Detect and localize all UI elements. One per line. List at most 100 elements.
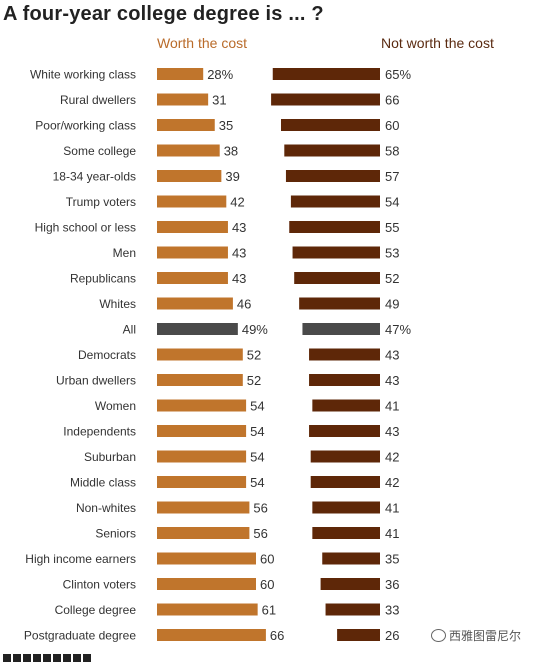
nbc-news-logo [3, 654, 113, 662]
bar-worth-seniors [157, 527, 250, 539]
bar-worth-republicans [157, 272, 228, 284]
category-label-men: Men [113, 246, 136, 260]
bar-not-worth-seniors [312, 527, 380, 539]
bar-not-worth-men [292, 246, 380, 259]
bar-worth-postgraduate-degree [157, 629, 266, 641]
bar-not-worth-trump-voters [290, 195, 380, 208]
bar-not-worth-high-school-or-less [289, 221, 380, 233]
watermark: 西雅图雷尼尔 [428, 626, 525, 645]
wechat-icon [431, 629, 446, 642]
bar-worth-high-income-earners [157, 552, 256, 565]
category-label-some-college: Some college [63, 144, 136, 158]
value-not-worth-men: 53 [385, 246, 399, 261]
bar-not-worth-18-34-year-olds [285, 170, 380, 182]
bar-worth-trump-voters [157, 195, 227, 208]
value-worth-clinton-voters: 60 [260, 577, 274, 592]
value-worth-white-working-class: 28% [207, 67, 233, 82]
bar-not-worth-clinton-voters [320, 578, 380, 590]
value-not-worth-seniors: 41 [385, 526, 399, 541]
value-not-worth-high-school-or-less: 55 [385, 220, 399, 235]
category-label-all: All [123, 323, 136, 337]
value-not-worth-some-college: 58 [385, 144, 399, 159]
bar-worth-urban-dwellers [157, 374, 243, 386]
bar-not-worth-poor-working-class [281, 119, 380, 131]
value-not-worth-18-34-year-olds: 57 [385, 169, 399, 184]
category-label-18-34-year-olds: 18-34 year-olds [53, 170, 136, 184]
value-worth-18-34-year-olds: 39 [225, 169, 239, 184]
category-label-urban-dwellers: Urban dwellers [56, 374, 136, 388]
bar-worth-poor-working-class [157, 119, 215, 131]
bar-not-worth-white-working-class [272, 68, 380, 80]
value-worth-postgraduate-degree: 66 [270, 628, 284, 643]
value-not-worth-white-working-class: 65% [385, 67, 411, 82]
category-label-whites: Whites [99, 297, 136, 311]
bar-worth-whites [157, 297, 233, 310]
bar-not-worth-some-college [284, 144, 380, 157]
bar-worth-college-degree [157, 603, 258, 616]
value-worth-high-school-or-less: 43 [232, 220, 246, 235]
category-label-white-working-class: White working class [30, 68, 136, 82]
bar-worth-18-34-year-olds [157, 170, 222, 182]
bar-not-worth-college-degree [325, 603, 380, 616]
category-label-republicans: Republicans [70, 272, 136, 286]
value-not-worth-all: 47% [385, 322, 411, 337]
value-not-worth-high-income-earners: 35 [385, 552, 399, 567]
category-label-college-degree: College degree [55, 603, 137, 617]
bar-worth-democrats [157, 348, 243, 361]
watermark-text: 西雅图雷尼尔 [449, 629, 522, 643]
value-not-worth-non-whites: 41 [385, 501, 399, 516]
bar-worth-high-school-or-less [157, 221, 228, 233]
bar-worth-white-working-class [157, 68, 204, 80]
category-label-suburban: Suburban [84, 450, 136, 464]
bar-not-worth-urban-dwellers [309, 374, 380, 386]
category-label-middle-class: Middle class [70, 476, 136, 490]
bar-not-worth-rural-dwellers [271, 93, 380, 106]
chart-title: A four-year college degree is ... ? [3, 3, 324, 25]
value-worth-republicans: 43 [232, 271, 246, 286]
bar-not-worth-middle-class [310, 476, 380, 488]
value-not-worth-middle-class: 42 [385, 475, 399, 490]
value-worth-independents: 54 [250, 424, 264, 439]
category-label-clinton-voters: Clinton voters [63, 578, 136, 592]
legend-worth-the-cost: Worth the cost [157, 35, 248, 51]
bar-not-worth-all [302, 323, 380, 335]
bar-not-worth-postgraduate-degree [337, 629, 380, 641]
value-not-worth-democrats: 43 [385, 348, 399, 363]
category-label-high-school-or-less: High school or less [35, 221, 136, 235]
value-not-worth-whites: 49 [385, 297, 399, 312]
bar-worth-men [157, 246, 228, 259]
category-label-trump-voters: Trump voters [66, 195, 136, 209]
category-label-non-whites: Non-whites [76, 501, 136, 515]
value-worth-urban-dwellers: 52 [247, 373, 261, 388]
value-worth-democrats: 52 [247, 348, 261, 363]
value-not-worth-college-degree: 33 [385, 603, 399, 618]
category-label-democrats: Democrats [78, 348, 136, 362]
value-not-worth-poor-working-class: 60 [385, 118, 399, 133]
category-label-seniors: Seniors [95, 527, 136, 541]
value-worth-trump-voters: 42 [230, 195, 244, 210]
value-worth-high-income-earners: 60 [260, 552, 274, 567]
bar-worth-non-whites [157, 501, 250, 514]
value-worth-seniors: 56 [253, 526, 267, 541]
value-worth-men: 43 [232, 246, 246, 261]
bar-worth-suburban [157, 450, 247, 463]
category-label-women: Women [95, 399, 136, 413]
value-not-worth-suburban: 42 [385, 450, 399, 465]
value-worth-poor-working-class: 35 [219, 118, 233, 133]
bar-worth-all [157, 323, 238, 335]
bar-not-worth-independents [309, 425, 380, 437]
category-label-rural-dwellers: Rural dwellers [60, 93, 136, 107]
value-not-worth-clinton-voters: 36 [385, 577, 399, 592]
bar-not-worth-whites [299, 297, 380, 310]
value-worth-women: 54 [250, 399, 264, 414]
value-worth-some-college: 38 [224, 144, 238, 159]
bar-worth-clinton-voters [157, 578, 256, 590]
value-worth-college-degree: 61 [262, 603, 276, 618]
bar-worth-middle-class [157, 476, 247, 488]
bar-worth-women [157, 399, 247, 412]
value-not-worth-republicans: 52 [385, 271, 399, 286]
value-not-worth-rural-dwellers: 66 [385, 93, 399, 108]
value-not-worth-urban-dwellers: 43 [385, 373, 399, 388]
value-worth-whites: 46 [237, 297, 251, 312]
